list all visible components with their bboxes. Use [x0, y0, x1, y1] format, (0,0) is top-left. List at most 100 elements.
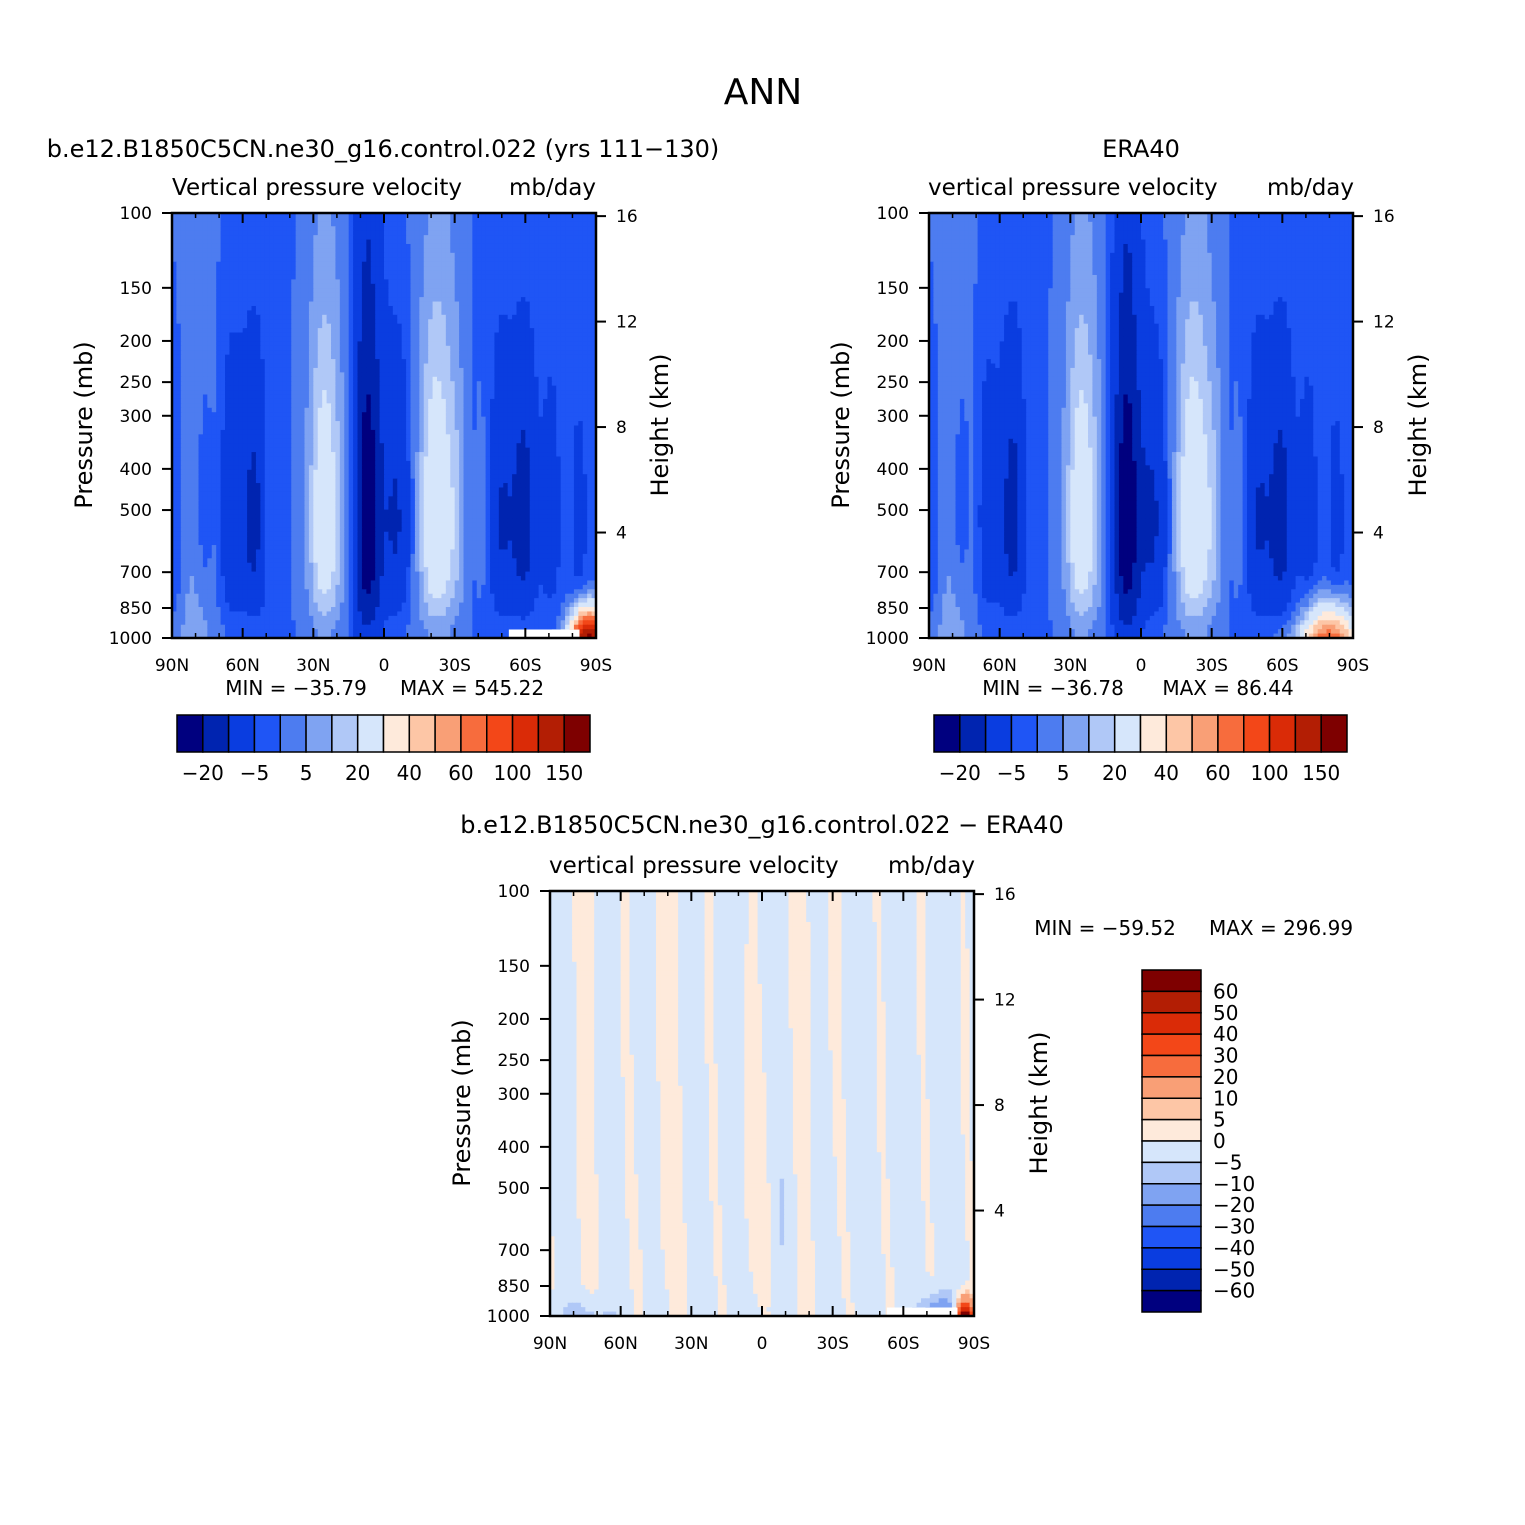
field-cell [260, 390, 266, 396]
field-cell [476, 359, 482, 365]
field-cell [503, 425, 509, 431]
field-cell [189, 403, 195, 409]
field-cell [317, 283, 323, 289]
field-cell [428, 359, 434, 365]
field-cell [432, 372, 438, 378]
field-cell [551, 403, 557, 409]
field-cell [366, 292, 372, 298]
field-cell [308, 266, 314, 272]
field-cell [560, 367, 566, 373]
field-cell [242, 367, 248, 373]
field-cell [459, 230, 465, 236]
field-cell [278, 239, 284, 245]
field-cell [202, 328, 208, 334]
field-cell [322, 434, 328, 440]
field-cell [445, 319, 451, 325]
field-cell [450, 248, 456, 254]
field-cell [507, 283, 513, 289]
field-cell [384, 288, 390, 294]
field-cell [529, 421, 535, 427]
field-cell [538, 310, 544, 316]
field-cell [529, 310, 535, 316]
field-cell [388, 288, 394, 294]
field-cell [534, 274, 540, 281]
field-cell [238, 332, 244, 338]
field-cell [185, 274, 191, 281]
field-cell [194, 301, 200, 307]
field-cell [401, 385, 407, 391]
field-cell [503, 421, 509, 427]
field-cell [322, 230, 328, 236]
field-cell [582, 367, 588, 373]
field-cell [180, 292, 186, 298]
field-cell [255, 434, 261, 440]
field-cell [220, 221, 226, 227]
field-cell [185, 416, 191, 422]
field-cell [278, 372, 284, 378]
field-cell [494, 421, 500, 427]
field-cell [304, 221, 310, 227]
field-cell [220, 372, 226, 378]
field-cell [229, 425, 235, 431]
field-cell [278, 266, 284, 272]
field-cell [264, 359, 270, 365]
field-cell [498, 283, 504, 289]
field-cell [384, 412, 390, 418]
field-cell [370, 359, 376, 365]
field-cell [565, 310, 571, 316]
field-cell [361, 336, 367, 342]
field-cell [534, 230, 540, 236]
field-cell [392, 394, 398, 400]
field-cell [216, 332, 222, 338]
field-cell [278, 288, 284, 294]
field-cell [481, 359, 487, 365]
field-cell [291, 288, 297, 294]
field-cell [326, 363, 332, 369]
field-cell [295, 438, 301, 444]
field-cell [242, 301, 248, 307]
field-cell [534, 421, 540, 427]
field-cell [295, 301, 301, 307]
field-cell [445, 252, 451, 258]
field-cell [419, 305, 425, 311]
field-cell [428, 243, 434, 250]
field-cell [344, 266, 350, 272]
field-cell [414, 217, 420, 223]
field-cell [565, 257, 571, 263]
field-cell [225, 407, 231, 413]
field-cell [534, 270, 540, 276]
field-cell [507, 292, 513, 298]
field-cell [198, 363, 204, 369]
field-cell [331, 221, 337, 227]
field-cell [282, 416, 288, 422]
field-cell [189, 328, 195, 334]
field-cell [503, 434, 509, 440]
field-cell [357, 270, 363, 276]
field-cell [357, 257, 363, 263]
field-cell [291, 438, 297, 444]
field-cell [556, 332, 562, 338]
field-cell [384, 319, 390, 325]
field-cell [406, 292, 412, 298]
field-cell [247, 217, 253, 223]
field-cell [459, 345, 465, 351]
field-cell [591, 239, 596, 245]
field-cell [286, 398, 292, 404]
field-cell [534, 403, 540, 409]
field-cell [286, 261, 292, 267]
field-cell [423, 310, 429, 316]
field-cell [529, 390, 535, 396]
field-cell [304, 257, 310, 263]
field-cell [565, 372, 571, 378]
field-cell [410, 434, 416, 440]
field-cell [273, 239, 279, 245]
field-cell [211, 336, 217, 342]
field-cell [490, 270, 496, 276]
field-cell [353, 372, 359, 378]
field-cell [326, 252, 332, 258]
field-cell [481, 412, 487, 418]
field-cell [459, 292, 465, 298]
field-cell [485, 213, 491, 219]
field-cell [476, 350, 482, 356]
field-cell [255, 336, 261, 342]
